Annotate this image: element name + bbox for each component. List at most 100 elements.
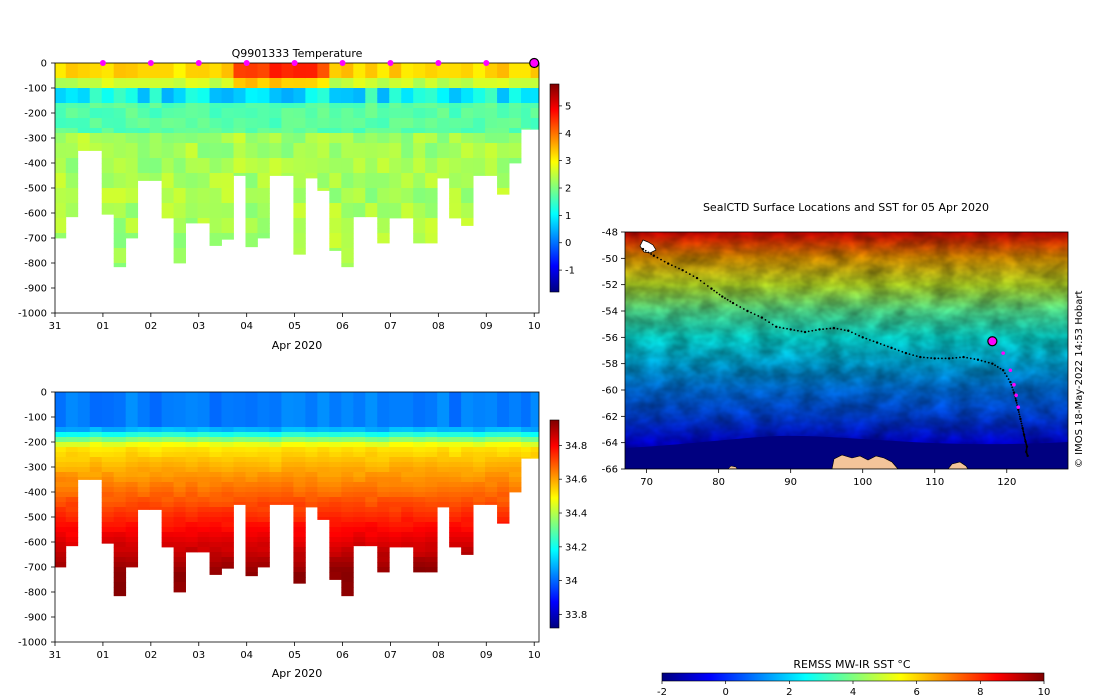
- profile-cell: [233, 392, 246, 398]
- profile-cell: [161, 447, 175, 453]
- profile-cell: [209, 492, 222, 498]
- profile-cell: [293, 123, 306, 129]
- profile-cell: [413, 522, 426, 528]
- profile-cell: [209, 412, 222, 418]
- track-point: [1023, 437, 1026, 439]
- profile-cell: [317, 83, 330, 89]
- profile-cell: [55, 547, 67, 553]
- profile-cell: [173, 537, 186, 543]
- profile-cell: [377, 537, 390, 543]
- profile-cell: [101, 487, 115, 493]
- profile-cell: [65, 88, 79, 94]
- profile-cell: [449, 492, 462, 498]
- profile-cell: [353, 148, 366, 154]
- profile-cell: [497, 188, 510, 194]
- profile-cell: [173, 502, 186, 508]
- profile-cell: [161, 527, 175, 533]
- profile-cell: [173, 118, 186, 124]
- profile-cell: [377, 467, 390, 473]
- profile-cell: [161, 168, 175, 174]
- profile-cell: [389, 213, 402, 219]
- profile-cell: [209, 123, 222, 129]
- profile-cell: [77, 103, 91, 109]
- profile-cell: [497, 407, 510, 413]
- profile-cell: [293, 88, 306, 94]
- profile-cell: [281, 113, 294, 119]
- antarctic-land-west: [727, 465, 738, 469]
- track-point: [933, 357, 936, 360]
- profile-cell: [401, 178, 414, 184]
- profile-cell: [257, 178, 270, 184]
- profile-cell: [197, 517, 210, 523]
- profile-cell: [341, 592, 354, 597]
- profile-cell: [221, 73, 234, 79]
- profile-cell: [221, 183, 234, 189]
- profile-cell: [173, 562, 186, 568]
- profile-cell: [197, 432, 210, 438]
- profile-cell: [293, 73, 306, 79]
- profile-cell: [329, 522, 342, 528]
- profile-cell: [185, 63, 198, 69]
- profile-cell: [305, 427, 318, 433]
- profile-cell: [437, 108, 450, 114]
- profile-cell: [101, 123, 115, 129]
- profile-cell: [125, 517, 139, 523]
- profile-cell: [197, 123, 210, 129]
- profile-cell: [125, 108, 139, 114]
- profile-cell: [341, 482, 354, 488]
- profile-cell: [485, 442, 498, 448]
- profile-cell: [173, 587, 186, 593]
- profile-cell: [77, 477, 91, 480]
- profile-cell: [530, 68, 539, 74]
- profile-cell: [185, 517, 198, 523]
- profile-cell: [173, 253, 186, 259]
- profile-cell: [173, 572, 186, 578]
- profile-cell: [329, 103, 342, 109]
- profile-cell: [161, 68, 175, 74]
- profile-cell: [413, 532, 426, 538]
- profile-cell: [185, 507, 198, 513]
- profile-cell: [425, 502, 438, 508]
- profile-cell: [113, 522, 127, 528]
- profile-cell: [329, 78, 342, 84]
- track-point: [858, 334, 861, 337]
- profile-cell: [461, 442, 474, 448]
- recent-track-point: [1008, 368, 1013, 373]
- profile-cell: [437, 168, 450, 174]
- profile-cell: [461, 178, 474, 184]
- profile-cell: [389, 507, 402, 513]
- profile-cell: [101, 417, 115, 423]
- profile-cell: [101, 422, 115, 428]
- profile-cell: [233, 442, 246, 448]
- profile-cell: [413, 547, 426, 553]
- profile-cell: [377, 158, 390, 164]
- profile-cell: [437, 502, 450, 508]
- track-point: [796, 329, 799, 332]
- profile-cell: [137, 73, 151, 79]
- profile-cell: [89, 138, 103, 144]
- profile-cell: [221, 83, 234, 89]
- profile-cell: [341, 193, 354, 199]
- profile-cell: [341, 218, 354, 224]
- profile-cell: [173, 178, 186, 184]
- profile-cell: [305, 457, 318, 463]
- profile-cell: [341, 103, 354, 109]
- profile-cell: [437, 158, 450, 164]
- profile-cell: [389, 108, 402, 114]
- profile-cell: [377, 138, 390, 144]
- profile-cell: [209, 73, 222, 79]
- profile-cell: [161, 193, 175, 199]
- profile-cell: [353, 78, 366, 84]
- profile-cell: [55, 442, 67, 448]
- profile-cell: [197, 407, 210, 413]
- profile-cell: [425, 73, 438, 79]
- profile-cell: [221, 158, 234, 164]
- profile-cell: [173, 168, 186, 174]
- profile-cell: [401, 163, 414, 169]
- profile-cell: [257, 552, 270, 558]
- profile-cell: [425, 143, 438, 149]
- profile-cell: [245, 213, 258, 219]
- track-point: [991, 362, 994, 365]
- profile-cell: [449, 143, 462, 149]
- profile-cell: [341, 472, 354, 478]
